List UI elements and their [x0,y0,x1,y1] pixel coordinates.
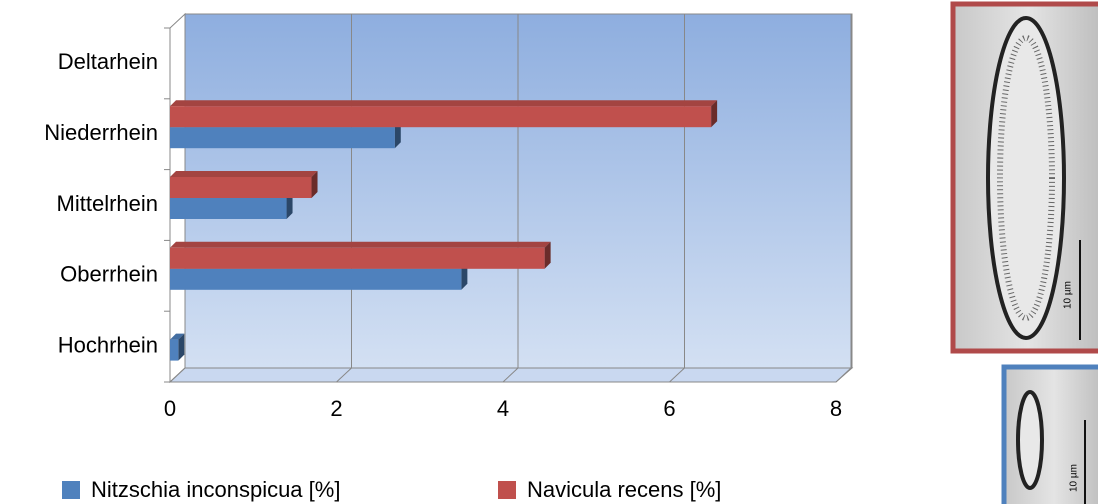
x-tick-label: 6 [663,396,675,421]
bar [170,242,551,269]
bar [170,171,318,198]
y-tick-label: Hochrhein [58,332,158,357]
bar-top [170,242,551,248]
scale-label: 10 µm [1069,464,1080,492]
bar-top [170,171,318,177]
x-tick-label: 2 [330,396,342,421]
bar-front [170,177,312,198]
legend-swatch [62,481,80,499]
bar-front [170,269,461,290]
image-2: 10 µm [1004,367,1098,504]
bar-front [170,340,178,361]
bar [170,334,184,361]
bar-front [170,127,395,148]
x-tick-label: 8 [830,396,842,421]
chart: 10 µm 10 µm 0 2 4 6 8 Hochrhein Oberrhein Mitte… [0,0,1098,504]
bar-front [170,106,711,127]
x-tick-label: 4 [497,396,509,421]
bar-front [170,198,287,219]
image-1: 10 µm [953,4,1098,351]
y-tick-label: Oberrhein [60,262,158,287]
legend-swatch [498,481,516,499]
y-tick-label: Niederrhein [44,120,158,145]
legend-label: Nitzschia inconspicua [%] [91,477,340,502]
scale-label: 10 µm [1063,281,1074,309]
x-tick-label: 0 [164,396,176,421]
y-tick-label: Deltarhein [58,49,158,74]
bar-top [170,100,717,106]
diatom [1018,392,1042,488]
legend-label: Navicula recens [%] [527,477,721,502]
bar [170,100,717,127]
bar-front [170,248,545,269]
y-tick-label: Mittelrhein [57,191,158,216]
